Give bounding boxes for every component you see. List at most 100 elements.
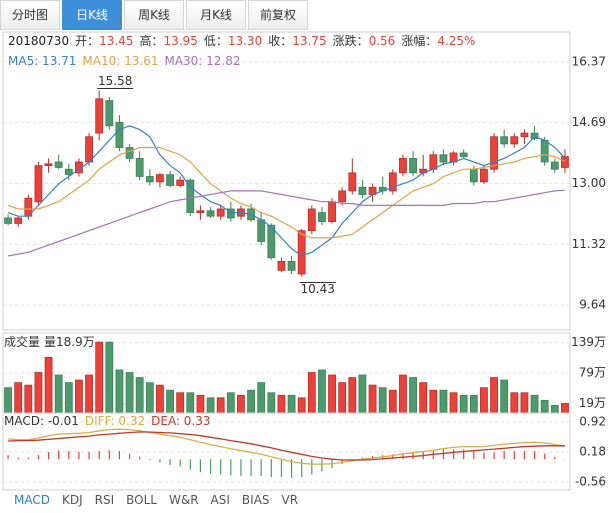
y-tick-label: 16.37 — [572, 54, 606, 68]
volume-bar — [125, 372, 134, 414]
y-tick-label: -0.56 — [575, 474, 606, 488]
volume-bar — [388, 389, 397, 414]
volume-bar — [85, 374, 93, 414]
info-label: 涨跌： — [333, 33, 369, 48]
period-tab[interactable]: 月K线 — [186, 0, 246, 30]
volume-bar — [307, 372, 316, 414]
info-label: 低： — [204, 34, 228, 48]
y-tick-label: 13.00 — [572, 176, 606, 190]
candle-body — [409, 157, 417, 174]
indicator-tab[interactable]: ASI — [210, 493, 230, 507]
volume-bar — [75, 379, 83, 414]
period-tab[interactable]: 周K线 — [124, 0, 184, 30]
volume-bar — [378, 387, 387, 414]
info-label: 开： — [75, 34, 99, 48]
volume-bar — [429, 389, 438, 414]
volume-bar — [226, 392, 235, 414]
info-label: 收： — [268, 34, 292, 48]
candle-body — [348, 172, 357, 192]
date: 20180730 — [8, 34, 69, 48]
candle-body — [287, 260, 296, 271]
volume-bar — [409, 377, 417, 414]
volume-label: 量18.9万 — [44, 335, 95, 349]
candle-body — [459, 152, 468, 157]
volume-name: 成交量 — [4, 334, 40, 349]
volume-bar — [328, 374, 336, 414]
volume-bar — [44, 356, 53, 414]
info-label: 高： — [139, 33, 163, 48]
volume-bar — [480, 387, 488, 414]
volume-bar — [247, 389, 255, 414]
legend: MACD: -0.01 DIFF: 0.32 DEA: 0.33 — [4, 414, 211, 428]
volume-bar — [439, 389, 448, 414]
indicator-tab[interactable]: BIAS — [241, 493, 270, 507]
volume-bar — [105, 341, 114, 414]
candle-body — [95, 98, 104, 134]
candle-body — [85, 136, 93, 163]
volume-bar — [318, 369, 326, 414]
volume-bar — [34, 372, 43, 414]
volume-bar — [358, 374, 367, 414]
volume-bar — [4, 387, 12, 414]
volume-bar — [14, 382, 23, 414]
legend: MA5: 13.71 MA10: 13.61 MA30: 12.82 — [8, 54, 241, 68]
legend-item: MACD: -0.01 — [4, 414, 79, 428]
indicator-tab[interactable]: KDJ — [61, 493, 83, 507]
indicator-tab[interactable]: VR — [281, 493, 299, 507]
candle-body — [520, 132, 529, 138]
candle-body — [480, 168, 488, 183]
volume-bar — [368, 384, 377, 414]
candle-body — [267, 224, 276, 259]
volume-bar — [135, 377, 144, 414]
candle-body — [105, 100, 114, 127]
candle-body — [176, 179, 185, 186]
candle-body — [550, 161, 559, 170]
volume-bar — [490, 377, 498, 414]
volume-bar — [145, 382, 154, 414]
y-tick-label: 0.18 — [579, 444, 606, 458]
candle-body — [328, 201, 336, 223]
info-value: 13.75 — [292, 34, 326, 48]
y-tick-label: 139万 — [571, 335, 606, 349]
period-tab[interactable]: 前复权 — [248, 0, 308, 30]
indicator-line — [8, 428, 566, 465]
candle-body — [34, 165, 43, 203]
volume-bar — [348, 377, 357, 414]
y-tick-label: 0.92 — [579, 414, 606, 428]
candle-body — [439, 154, 448, 163]
volume-bar — [287, 394, 296, 414]
candle-body — [500, 136, 509, 145]
period-tabs: 分时图 日K线 周K线 月K线 前复权 — [0, 0, 310, 30]
candle-body — [429, 154, 438, 170]
y-tick-label: 9.64 — [579, 298, 606, 312]
candle-body — [510, 136, 519, 145]
candle-body — [388, 172, 397, 192]
candle-body — [206, 210, 215, 217]
annotation: 15.58 — [98, 74, 132, 88]
candle-body — [44, 163, 53, 167]
volume-bar — [449, 392, 458, 414]
candle-body — [469, 168, 478, 183]
y-tick-label: 79万 — [579, 366, 606, 380]
indicator-tab[interactable]: RSI — [94, 493, 115, 507]
candle-body — [145, 176, 154, 183]
volume-bar — [277, 394, 286, 414]
info-line: 20180730 开：13.45 高：13.95 低：13.30 收：13.75 涨跌：0… — [8, 33, 475, 48]
indicator-tab[interactable]: BOLL — [126, 493, 157, 507]
period-tab[interactable]: 分时图 — [0, 0, 60, 30]
volume-bar — [24, 384, 33, 414]
indicator-tab[interactable]: W&R — [168, 493, 199, 507]
volume-bar — [156, 384, 164, 414]
legend-item: MA10: 13.61 — [82, 54, 158, 68]
volume-bar — [196, 394, 205, 414]
candle-body — [490, 136, 498, 170]
period-tab[interactable]: 日K线 — [62, 0, 122, 30]
volume-bar — [520, 392, 529, 414]
volume-bar — [186, 392, 195, 414]
volume-bar — [399, 374, 407, 414]
candle-body — [318, 212, 326, 223]
indicator-tab[interactable]: MACD — [14, 493, 50, 507]
candle-body — [14, 217, 23, 224]
volume-bar — [257, 382, 266, 414]
